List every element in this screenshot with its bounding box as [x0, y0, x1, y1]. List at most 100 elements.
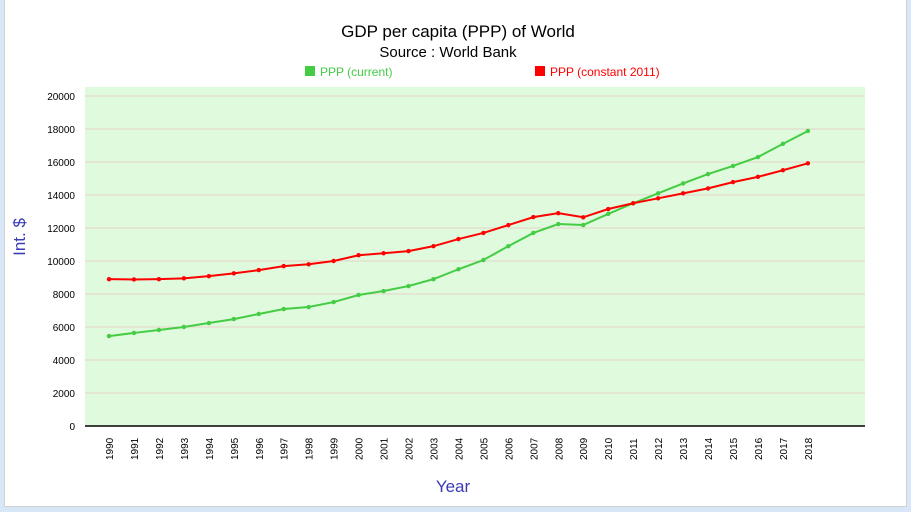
x-tick-label: 2012	[654, 437, 665, 460]
data-point[interactable]	[256, 311, 261, 317]
x-tick-label: 2017	[779, 437, 790, 460]
x-tick-label: 1990	[105, 437, 116, 460]
data-point[interactable]	[131, 330, 137, 336]
data-point[interactable]	[306, 262, 311, 267]
x-tick-label: 2013	[679, 437, 690, 460]
data-point[interactable]	[231, 316, 236, 322]
data-point[interactable]	[755, 174, 761, 180]
y-tick-label: 2000	[53, 389, 76, 400]
data-point[interactable]	[481, 230, 486, 236]
data-point[interactable]	[181, 324, 187, 330]
x-tick-label: 1995	[230, 437, 241, 460]
data-point[interactable]	[331, 258, 336, 264]
data-point[interactable]	[481, 257, 486, 263]
data-point[interactable]	[431, 243, 436, 249]
data-point[interactable]	[655, 196, 661, 201]
y-tick-label: 10000	[47, 257, 75, 268]
legend-label-constant: PPP (constant 2011)	[550, 65, 660, 79]
x-tick-label: 1999	[330, 437, 341, 460]
legend-swatch-constant	[535, 66, 545, 76]
data-point[interactable]	[730, 179, 736, 185]
data-point[interactable]	[156, 327, 162, 333]
y-tick-label: 18000	[47, 125, 75, 136]
y-axis-label: Int. $	[10, 218, 29, 256]
x-tick-label: 2004	[454, 437, 465, 460]
data-point[interactable]	[730, 163, 736, 169]
x-tick-label: 1996	[255, 437, 266, 460]
data-point[interactable]	[680, 181, 686, 186]
x-tick-label: 2000	[355, 437, 366, 460]
data-point[interactable]	[506, 222, 511, 228]
data-point[interactable]	[331, 299, 336, 305]
data-point[interactable]	[106, 333, 112, 339]
data-point[interactable]	[630, 201, 636, 206]
data-point[interactable]	[606, 211, 611, 217]
data-point[interactable]	[531, 230, 536, 236]
x-tick-label: 2015	[729, 437, 740, 460]
x-tick-label: 1992	[155, 437, 166, 460]
data-point[interactable]	[705, 186, 711, 191]
data-point[interactable]	[506, 243, 511, 249]
data-point[interactable]	[655, 191, 661, 196]
data-point[interactable]	[755, 154, 761, 160]
x-tick-label: 1994	[205, 437, 216, 460]
x-tick-label: 2018	[804, 437, 815, 460]
legend-label-current: PPP (current)	[320, 65, 392, 79]
y-tick-label: 20000	[47, 92, 75, 103]
data-point[interactable]	[456, 267, 461, 272]
data-point[interactable]	[556, 210, 561, 216]
data-point[interactable]	[181, 276, 187, 281]
x-tick-label: 2009	[579, 437, 590, 460]
data-point[interactable]	[606, 206, 611, 212]
chart-subtitle: Source : World Bank	[379, 44, 517, 61]
x-tick-label: 1993	[180, 437, 191, 460]
data-point[interactable]	[381, 251, 386, 256]
data-point[interactable]	[680, 191, 686, 196]
y-tick-label: 6000	[53, 323, 76, 334]
series-current	[106, 128, 811, 339]
data-point[interactable]	[206, 320, 212, 326]
x-axis-label: Year	[436, 477, 471, 496]
data-point[interactable]	[281, 306, 286, 312]
legend-item-constant[interactable]: PPP (constant 2011)	[535, 65, 660, 79]
data-point[interactable]	[780, 141, 786, 147]
x-tick-label: 2001	[380, 437, 391, 460]
y-tick-label: 12000	[47, 224, 75, 235]
data-point[interactable]	[431, 276, 436, 282]
x-tick-label: 2014	[704, 437, 715, 460]
x-tick-label: 2003	[429, 437, 440, 460]
x-tick-label: 2010	[604, 437, 615, 460]
data-point[interactable]	[106, 276, 112, 282]
data-point[interactable]	[406, 283, 411, 289]
x-tick-label: 2006	[504, 437, 515, 460]
data-point[interactable]	[805, 161, 811, 166]
data-point[interactable]	[780, 168, 786, 173]
data-point[interactable]	[556, 221, 561, 227]
data-point[interactable]	[805, 128, 811, 134]
legend-item-current[interactable]: PPP (current)	[305, 65, 392, 79]
y-tick-label: 8000	[53, 290, 76, 301]
data-point[interactable]	[531, 214, 536, 220]
x-tick-label: 2011	[629, 438, 640, 460]
data-point[interactable]	[156, 276, 162, 282]
data-point[interactable]	[581, 222, 586, 228]
legend-swatch-current	[305, 66, 315, 76]
data-point[interactable]	[356, 292, 361, 298]
x-tick-label: 1997	[280, 437, 291, 460]
chart-title: GDP per capita (PPP) of World	[341, 22, 575, 41]
data-point[interactable]	[206, 273, 212, 279]
data-point[interactable]	[306, 304, 311, 310]
data-point[interactable]	[456, 236, 461, 242]
data-point[interactable]	[281, 263, 286, 269]
data-point[interactable]	[705, 171, 711, 177]
data-point[interactable]	[356, 253, 361, 258]
data-point[interactable]	[406, 248, 411, 254]
y-tick-label: 16000	[47, 158, 75, 169]
data-point[interactable]	[131, 277, 137, 282]
data-point[interactable]	[231, 271, 236, 276]
y-tick-label: 0	[69, 422, 75, 433]
data-point[interactable]	[581, 215, 586, 220]
data-point[interactable]	[256, 267, 261, 273]
data-point[interactable]	[381, 288, 386, 294]
